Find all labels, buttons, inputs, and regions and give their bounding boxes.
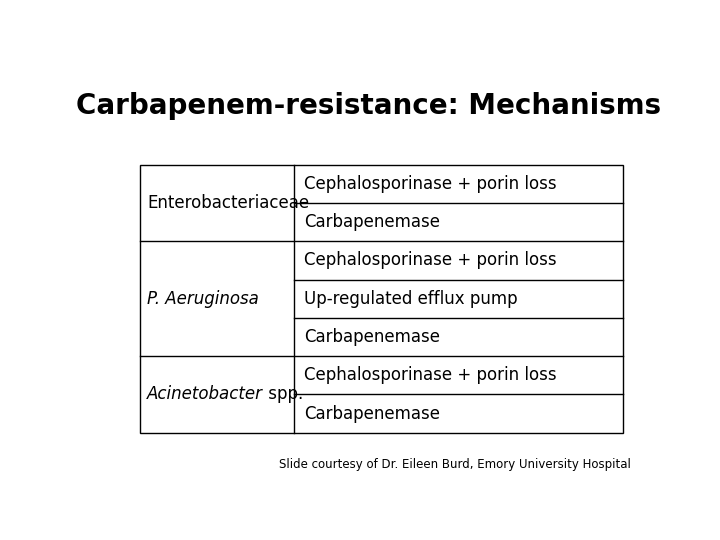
- Bar: [140, 165, 623, 433]
- Text: Up-regulated efflux pump: Up-regulated efflux pump: [304, 289, 518, 308]
- Text: Cephalosporinase + porin loss: Cephalosporinase + porin loss: [304, 366, 557, 384]
- Text: Cephalosporinase + porin loss: Cephalosporinase + porin loss: [304, 175, 557, 193]
- Text: Carbapenem-resistance: Mechanisms: Carbapenem-resistance: Mechanisms: [76, 92, 662, 120]
- Text: Slide courtesy of Dr. Eileen Burd, Emory University Hospital: Slide courtesy of Dr. Eileen Burd, Emory…: [279, 458, 631, 471]
- Text: Carbapenemase: Carbapenemase: [304, 213, 440, 231]
- Text: P. Aeruginosa: P. Aeruginosa: [147, 289, 258, 308]
- Text: Cephalosporinase + porin loss: Cephalosporinase + porin loss: [304, 252, 557, 269]
- Text: Enterobacteriaceae: Enterobacteriaceae: [147, 194, 309, 212]
- Text: spp.: spp.: [263, 386, 303, 403]
- Text: Carbapenemase: Carbapenemase: [304, 328, 440, 346]
- Text: Carbapenemase: Carbapenemase: [304, 404, 440, 423]
- Text: Acinetobacter: Acinetobacter: [147, 386, 263, 403]
